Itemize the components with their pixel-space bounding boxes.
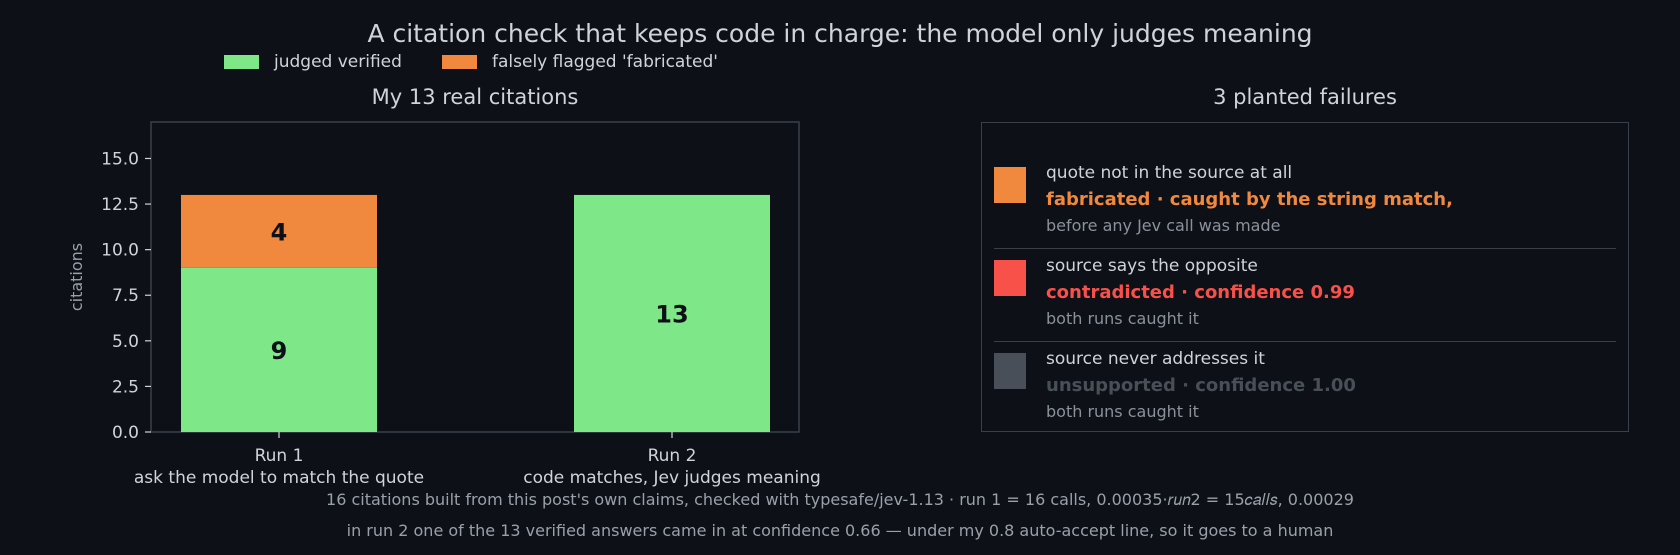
failure-note: both runs caught it (1046, 402, 1199, 421)
failures-panel: quote not in the source at all fabricate… (981, 122, 1629, 432)
failure-note: both runs caught it (1046, 309, 1199, 328)
failure-divider (994, 248, 1616, 249)
failure-description: source says the opposite (1046, 256, 1258, 276)
legend-label-verified: judged verified (274, 52, 402, 72)
y-tick-label: 2.5 (112, 377, 139, 397)
legend-item-verified: judged verified (224, 51, 402, 73)
chart-title: A citation check that keeps code in char… (367, 19, 1313, 48)
x-tick-label: code matches, Jev judges meaning (523, 468, 821, 488)
y-tick-label: 7.5 (112, 286, 139, 306)
x-tick-label: ask the model to match the quote (134, 468, 424, 488)
failure-description: quote not in the source at all (1046, 163, 1293, 183)
x-tick-label: Run 2 (648, 446, 697, 466)
failure-note: before any Jev call was made (1046, 216, 1281, 235)
y-tick-label: 5.0 (112, 332, 139, 352)
plot-frame (150, 121, 800, 433)
bar-data-label: 4 (271, 218, 288, 246)
bar-data-label: 13 (655, 300, 688, 328)
y-tick-label: 0.0 (112, 423, 139, 443)
legend-label-flagged: falsely flagged 'fabricated' (492, 52, 718, 72)
y-tick-label: 12.5 (101, 195, 139, 215)
x-tick-label: Run 1 (255, 446, 304, 466)
failure-item-fabricated: quote not in the source at all fabricate… (982, 123, 1628, 235)
failures-panel-title: 3 planted failures (1213, 85, 1397, 109)
failure-verdict: fabricated · caught by the string match, (1046, 189, 1453, 210)
legend-swatch-verified (224, 55, 259, 69)
y-tick-label: 15.0 (101, 149, 139, 169)
legend-swatch-flagged (442, 55, 477, 69)
failure-item-contradicted: source says the opposite contradicted · … (982, 216, 1628, 328)
legend-item-flagged: falsely flagged 'fabricated' (442, 51, 718, 73)
footer-note-1: 16 citations built from this post's own … (326, 490, 1354, 509)
failure-description: source never addresses it (1046, 349, 1265, 369)
footer-note-2: in run 2 one of the 13 verified answers … (346, 521, 1334, 540)
bar-verified (181, 267, 377, 432)
bar-verified (574, 194, 770, 432)
failure-verdict: unsupported · confidence 1.00 (1046, 375, 1356, 396)
failure-item-unsupported: source never addresses it unsupported · … (982, 309, 1628, 421)
bar-flagged (181, 194, 377, 268)
bar-chart-title: My 13 real citations (371, 85, 579, 109)
failure-swatch-contradicted (994, 260, 1026, 296)
failure-swatch-fabricated (994, 167, 1026, 203)
bar-data-label: 9 (271, 337, 288, 365)
failure-swatch-unsupported (994, 353, 1026, 389)
failure-verdict: contradicted · confidence 0.99 (1046, 282, 1355, 303)
failure-divider (994, 341, 1616, 342)
y-tick-label: 10.0 (101, 241, 139, 261)
y-axis-label: citations (67, 243, 86, 311)
